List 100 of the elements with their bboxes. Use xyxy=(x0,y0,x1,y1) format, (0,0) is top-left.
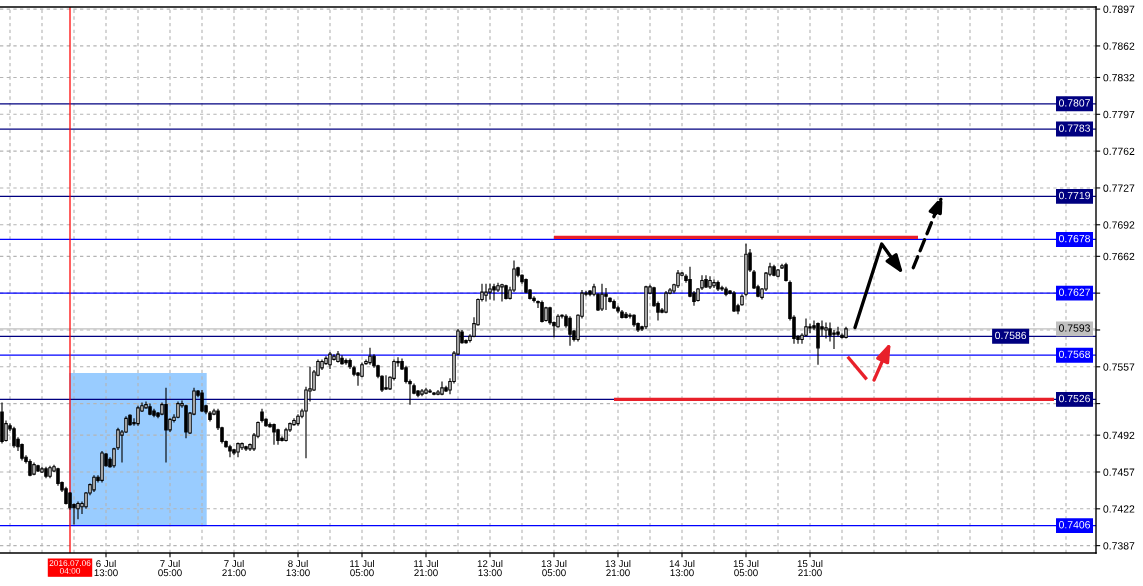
candlestick xyxy=(676,269,680,289)
x-tick-label: 13 Jul 05:00 xyxy=(541,559,567,577)
ref-line-label: 0.7526 xyxy=(1058,394,1090,403)
x-tick-label: 7 Jul 05:00 xyxy=(158,559,182,577)
candlestick xyxy=(424,387,428,395)
y-tick-label: 0.7457 xyxy=(1103,468,1135,476)
x-tick-label: 6 Jul 13:00 xyxy=(94,559,118,577)
ref-line-label: 0.7406 xyxy=(1058,521,1090,529)
ref-line-label: 0.7678 xyxy=(1058,234,1090,243)
x-tick-label: 13 Jul 21:00 xyxy=(605,559,631,577)
candlestick xyxy=(540,299,544,324)
ref-line-label: 0.7593 xyxy=(1058,324,1090,332)
ref-line-label: 0.7627 xyxy=(1058,288,1090,296)
candlestick xyxy=(340,354,344,366)
y-tick-label: 0.7422 xyxy=(1103,505,1135,513)
y-tick-label: 0.7692 xyxy=(1103,221,1135,229)
candlestick xyxy=(844,326,848,339)
candlestick xyxy=(708,275,712,290)
candlestick xyxy=(720,285,724,292)
y-tick-label: 0.7832 xyxy=(1103,73,1135,82)
candlestick xyxy=(712,278,716,289)
x-tick-label: 14 Jul 13:00 xyxy=(669,559,695,577)
candlestick xyxy=(612,298,616,310)
y-tick-label: 0.7557 xyxy=(1103,363,1135,371)
candlestick xyxy=(504,284,508,301)
candlestick xyxy=(244,445,248,452)
y-tick-label: 0.7797 xyxy=(1103,110,1135,119)
ref-line-label: 0.7719 xyxy=(1058,191,1090,200)
candlestick xyxy=(732,290,736,313)
x-tick-label: 11 Jul 05:00 xyxy=(350,559,374,577)
ref-line-label: 0.7783 xyxy=(1058,124,1090,132)
x-tick-label: 2016.07.06 04:00 xyxy=(49,560,91,574)
candlestick xyxy=(152,408,156,418)
candlestick xyxy=(272,423,276,446)
candlestick xyxy=(772,264,776,277)
candlestick xyxy=(484,283,488,303)
candlestick xyxy=(620,309,624,319)
candlestick xyxy=(716,279,720,292)
candlestick xyxy=(36,464,40,473)
candlestick xyxy=(324,355,328,366)
candlestick xyxy=(100,450,104,484)
candlestick xyxy=(0,402,4,445)
y-tick-label: 0.7387 xyxy=(1103,542,1135,550)
candlestick xyxy=(816,322,820,366)
candlestick xyxy=(500,283,504,303)
ref-line-label: 0.7586 xyxy=(995,331,1027,340)
y-tick-label: 0.7862 xyxy=(1103,42,1135,50)
candlestick xyxy=(420,388,424,397)
candlestick xyxy=(184,404,188,439)
candlestick xyxy=(824,322,828,339)
candlestick xyxy=(344,357,348,366)
y-tick-label: 0.7492 xyxy=(1103,431,1135,440)
x-tick-label: 8 Jul 13:00 xyxy=(286,559,310,577)
candlestick xyxy=(44,466,48,479)
candlestick xyxy=(568,315,572,347)
candlestick xyxy=(28,458,32,477)
candlestick xyxy=(236,441,240,458)
candlestick xyxy=(148,403,152,416)
candlestick xyxy=(200,389,204,413)
y-tick-label: 0.7897 xyxy=(1103,5,1135,13)
candlestick xyxy=(276,428,280,446)
candlestick xyxy=(428,388,432,394)
x-tick-label: 15 Jul 05:00 xyxy=(733,559,759,577)
x-tick-label: 7 Jul 21:00 xyxy=(222,559,246,577)
y-tick-label: 0.7762 xyxy=(1103,147,1135,155)
candlestick xyxy=(336,350,340,364)
candlestick xyxy=(632,313,636,328)
candlestick xyxy=(384,374,388,391)
candlestick xyxy=(40,466,44,474)
candlestick xyxy=(604,287,608,311)
candlestick xyxy=(776,268,780,278)
candlestick xyxy=(488,283,492,301)
y-tick-label: 0.7662 xyxy=(1103,252,1135,261)
candlestick xyxy=(704,274,708,289)
candlestick xyxy=(600,283,604,312)
candlestick xyxy=(176,400,180,419)
x-tick-label: 11 Jul 21:00 xyxy=(414,559,438,577)
x-tick-label: 12 Jul 13:00 xyxy=(477,559,503,577)
candlestick xyxy=(440,380,444,396)
candlestick xyxy=(492,283,496,302)
candlestick xyxy=(664,290,668,314)
candlestick xyxy=(724,286,728,297)
candlestick xyxy=(228,444,232,458)
candlestick xyxy=(32,461,36,476)
x-tick-label: 15 Jul 21:00 xyxy=(797,559,823,577)
candlestick xyxy=(328,351,332,370)
candlestick xyxy=(296,413,300,427)
candlestick xyxy=(284,427,288,443)
ref-line-label: 0.7807 xyxy=(1058,99,1090,107)
candlestick xyxy=(12,426,16,449)
candlestick xyxy=(644,285,648,330)
candlestick xyxy=(164,387,168,464)
ref-line-label: 0.7568 xyxy=(1058,350,1090,359)
candlestick xyxy=(432,391,436,396)
candlestick xyxy=(48,465,52,479)
y-tick-label: 0.7727 xyxy=(1103,184,1135,192)
candlestick xyxy=(624,311,628,319)
candlestick xyxy=(368,347,372,366)
candlestick xyxy=(136,405,140,427)
candlestick xyxy=(784,262,788,283)
